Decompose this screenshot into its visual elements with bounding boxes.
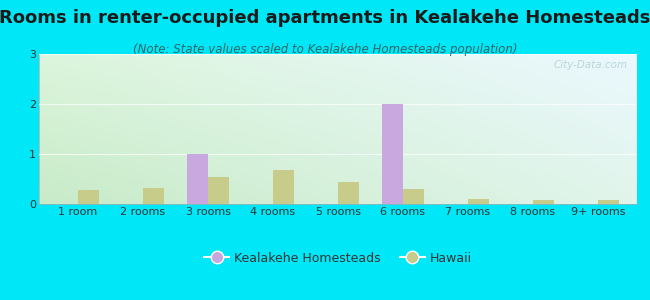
Bar xyxy=(78,190,99,204)
Bar xyxy=(468,199,489,204)
Bar xyxy=(143,188,164,204)
Bar xyxy=(403,189,424,204)
Text: City-Data.com: City-Data.com xyxy=(554,60,628,70)
Legend: Kealakehe Homesteads, Hawaii: Kealakehe Homesteads, Hawaii xyxy=(200,247,476,270)
Bar xyxy=(273,170,294,204)
Bar xyxy=(382,104,403,204)
Bar xyxy=(338,182,359,204)
Bar xyxy=(187,154,208,204)
Bar xyxy=(598,200,619,204)
Bar xyxy=(208,176,229,204)
Bar xyxy=(533,200,554,204)
Text: Rooms in renter-occupied apartments in Kealakehe Homesteads: Rooms in renter-occupied apartments in K… xyxy=(0,9,650,27)
Text: (Note: State values scaled to Kealakehe Homesteads population): (Note: State values scaled to Kealakehe … xyxy=(133,44,517,56)
